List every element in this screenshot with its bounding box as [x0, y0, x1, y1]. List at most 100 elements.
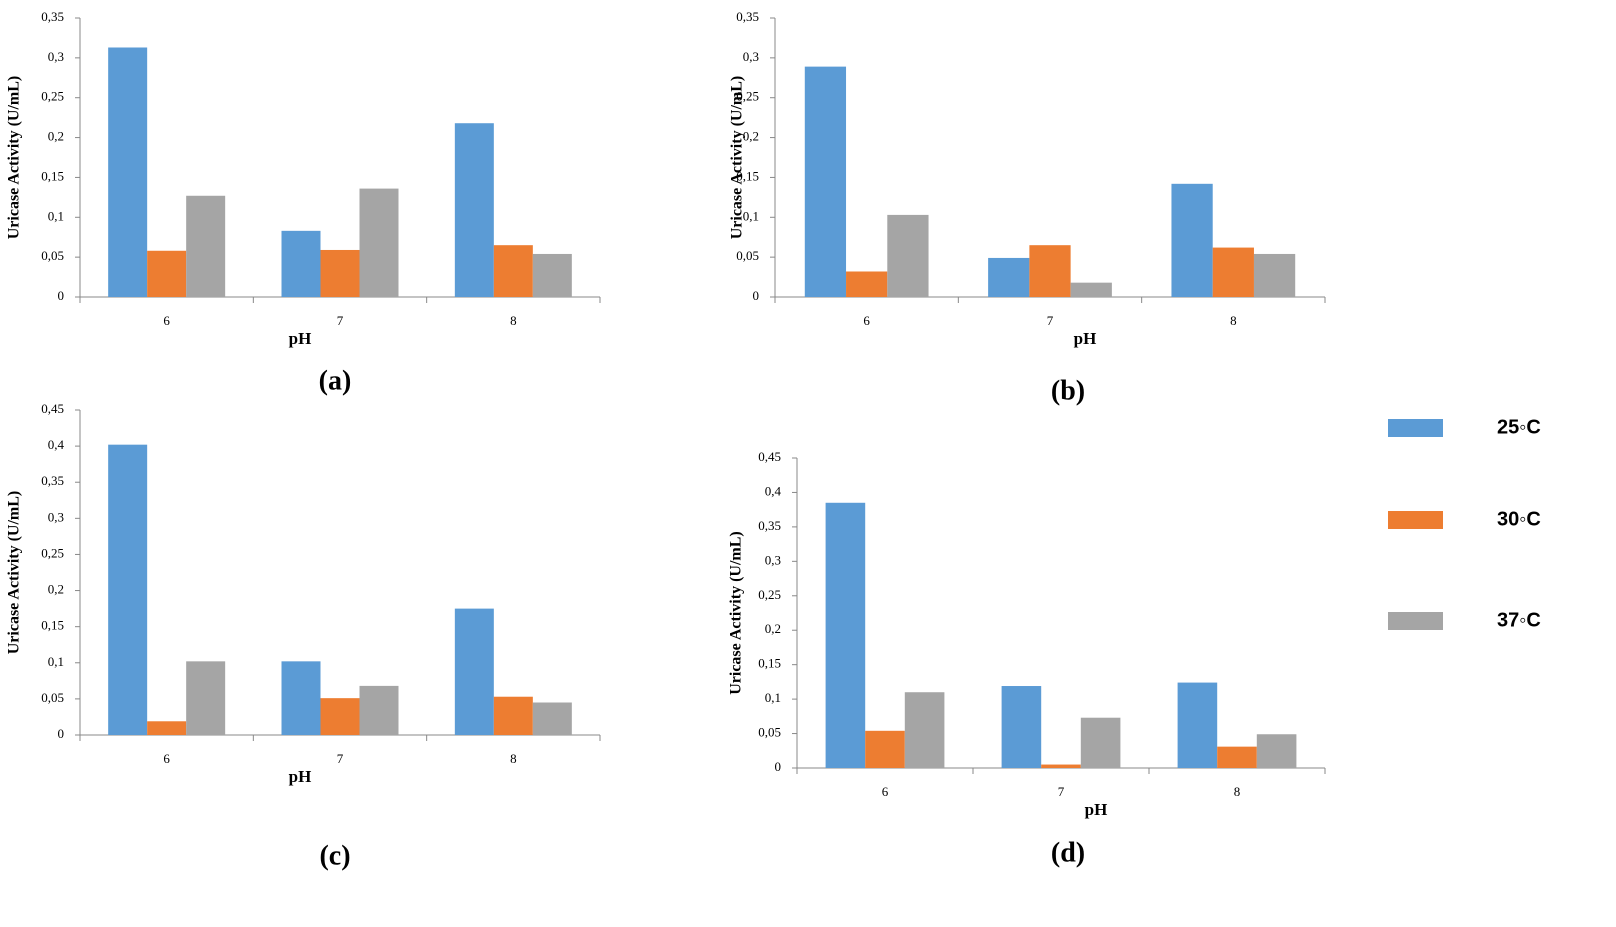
- y-tick-label: 0,4: [765, 483, 782, 498]
- y-tick-label: 0,15: [41, 168, 64, 183]
- x-tick-label: 8: [510, 751, 517, 766]
- legend-label: 37◦C: [1497, 609, 1541, 631]
- x-tick-label: 8: [510, 313, 517, 328]
- y-tick-label: 0,2: [765, 621, 781, 636]
- y-tick-label: 0,1: [48, 208, 64, 223]
- bar: [1253, 253, 1296, 297]
- y-tick-label: 0,3: [48, 49, 64, 64]
- bar: [865, 730, 905, 768]
- bar: [108, 47, 148, 297]
- y-tick-label: 0: [775, 759, 782, 774]
- y-tick-label: 0,3: [48, 509, 64, 524]
- y-tick-label: 0,1: [48, 654, 64, 669]
- bar: [1171, 183, 1213, 297]
- x-tick-label: 7: [1047, 313, 1054, 328]
- y-axis-label: Uricase Activity (U/mL): [728, 531, 745, 695]
- y-tick-label: 0,05: [41, 690, 64, 705]
- bar: [1080, 717, 1121, 768]
- y-tick-label: 0: [58, 726, 65, 741]
- bar: [359, 685, 399, 735]
- bar: [825, 502, 866, 768]
- y-tick-label: 0,05: [736, 248, 759, 263]
- bar: [1217, 746, 1257, 768]
- y-axis-label: Uricase Activity (U/mL): [6, 491, 23, 655]
- x-axis-label: pH: [289, 767, 312, 786]
- y-tick-label: 0,15: [41, 618, 64, 633]
- bar: [454, 608, 494, 735]
- x-tick-label: 7: [337, 751, 344, 766]
- y-tick-label: 0: [753, 288, 760, 303]
- bar: [493, 245, 533, 297]
- y-tick-label: 0,05: [41, 248, 64, 263]
- y-tick-label: 0,4: [48, 437, 65, 452]
- legend-swatch: [1388, 511, 1443, 529]
- y-tick-label: 0,45: [758, 449, 781, 464]
- x-tick-label: 6: [163, 751, 170, 766]
- y-tick-label: 0,1: [743, 208, 759, 223]
- bar: [186, 195, 226, 297]
- x-tick-label: 6: [163, 313, 170, 328]
- bar: [887, 214, 929, 297]
- y-tick-label: 0,25: [41, 545, 64, 560]
- x-axis-label: pH: [289, 329, 312, 348]
- bar: [108, 444, 148, 735]
- y-tick-label: 0: [58, 288, 65, 303]
- y-tick-label: 0,35: [41, 9, 64, 24]
- x-tick-label: 6: [882, 784, 889, 799]
- bar: [1070, 282, 1112, 297]
- x-tick-label: 6: [863, 313, 870, 328]
- bar: [1041, 764, 1081, 768]
- x-axis-label: pH: [1085, 800, 1108, 819]
- bar: [320, 249, 360, 297]
- panel-caption: (d): [1051, 837, 1085, 868]
- bar: [493, 696, 533, 735]
- panel-caption: (b): [1051, 375, 1085, 406]
- y-axis-label: Uricase Activity (U/mL): [729, 76, 746, 240]
- bar: [359, 188, 399, 297]
- y-tick-label: 0,05: [758, 725, 781, 740]
- legend-swatch: [1388, 419, 1443, 437]
- y-tick-label: 0,45: [41, 401, 64, 416]
- x-tick-label: 8: [1230, 313, 1237, 328]
- y-tick-label: 0,35: [758, 518, 781, 533]
- bar: [186, 661, 226, 735]
- bar: [804, 66, 847, 297]
- y-tick-label: 0,1: [765, 690, 781, 705]
- bar: [532, 253, 572, 297]
- bar: [454, 123, 494, 297]
- y-tick-label: 0,25: [758, 587, 781, 602]
- y-axis-label: Uricase Activity (U/mL): [6, 76, 23, 240]
- bar: [1212, 247, 1254, 297]
- x-tick-label: 7: [337, 313, 344, 328]
- panel-caption: (a): [319, 365, 352, 396]
- panel-caption: (c): [319, 840, 350, 871]
- y-tick-label: 0,35: [41, 473, 64, 488]
- bar: [1256, 734, 1297, 768]
- x-tick-label: 7: [1058, 784, 1065, 799]
- bar: [1001, 686, 1042, 768]
- y-tick-label: 0,2: [48, 129, 64, 144]
- x-axis-label: pH: [1074, 329, 1097, 348]
- y-tick-label: 0,25: [41, 89, 64, 104]
- bar: [281, 661, 321, 735]
- legend-label: 25◦C: [1497, 416, 1541, 438]
- legend-label: 30◦C: [1497, 508, 1541, 530]
- bar: [1029, 245, 1071, 297]
- bar: [1177, 682, 1218, 768]
- bar: [988, 257, 1030, 297]
- y-tick-label: 0,3: [765, 552, 781, 567]
- bar: [281, 230, 321, 297]
- bar: [532, 702, 572, 735]
- bar: [904, 692, 945, 768]
- y-tick-label: 0,15: [758, 656, 781, 671]
- y-tick-label: 0,2: [743, 129, 759, 144]
- y-tick-label: 0,15: [736, 168, 759, 183]
- legend-swatch: [1388, 612, 1443, 630]
- bar: [147, 250, 187, 297]
- bar: [320, 698, 360, 735]
- bar: [846, 271, 888, 297]
- y-tick-label: 0,25: [736, 89, 759, 104]
- y-tick-label: 0,3: [743, 49, 759, 64]
- y-tick-label: 0,2: [48, 582, 64, 597]
